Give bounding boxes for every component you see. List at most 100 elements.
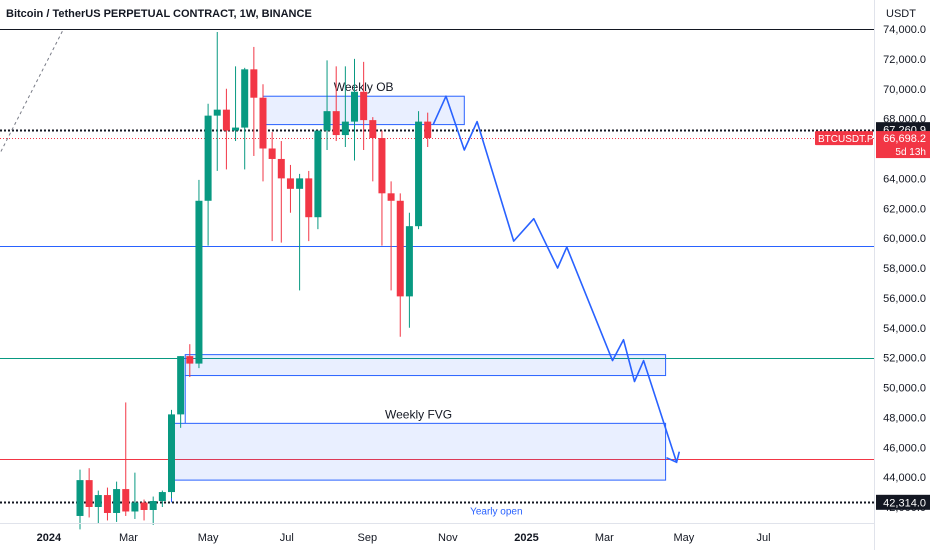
candle <box>94 490 102 524</box>
candle-body <box>103 495 111 513</box>
candle-body <box>76 480 84 516</box>
candle-body <box>204 115 212 201</box>
candle-body <box>305 178 313 218</box>
candle <box>424 112 432 148</box>
time-tick-label: Sep <box>358 532 378 544</box>
candle <box>241 67 249 170</box>
candle <box>122 402 130 516</box>
candle <box>268 132 276 242</box>
candle-body <box>360 91 368 121</box>
candle-body <box>396 200 404 297</box>
candle-body <box>424 121 432 139</box>
candle <box>296 173 304 291</box>
time-axis[interactable]: Nov2024MarMayJulSepNov2025MarMayJul <box>0 532 771 544</box>
price-tick-label: 62,000.0 <box>883 203 926 215</box>
projection-path <box>432 95 678 463</box>
price-tick-label: 56,000.0 <box>883 293 926 305</box>
price-tick-label: 72,000.0 <box>883 54 926 66</box>
candle <box>195 179 203 369</box>
candle-body <box>140 502 148 510</box>
candle <box>405 212 413 328</box>
candle-body <box>168 414 175 493</box>
time-tick-label: 2024 <box>37 532 62 544</box>
mid-zone <box>184 354 667 377</box>
candle <box>140 499 148 521</box>
price-tick-label: 60,000.0 <box>883 233 926 245</box>
candle-body <box>405 226 413 297</box>
price-tick-label: 50,000.0 <box>883 383 926 395</box>
candle <box>85 468 93 518</box>
candle-body <box>131 502 139 512</box>
candle-body <box>323 111 331 131</box>
candle-body <box>222 109 230 131</box>
candle <box>76 469 84 530</box>
weekly-fvg-zone-label: Weekly FVG <box>385 407 452 421</box>
candle-body <box>378 138 386 194</box>
candle-body <box>149 501 157 510</box>
candle-body <box>122 489 130 512</box>
candle <box>186 344 194 378</box>
price-axis[interactable]: 42,000.044,000.046,000.048,000.050,000.0… <box>883 24 926 514</box>
plot-background <box>0 0 874 550</box>
candle <box>149 496 157 525</box>
price-tag-bg <box>876 131 930 159</box>
time-tick-label: Mar <box>119 532 138 544</box>
chart-title: Bitcoin / TetherUS PERPETUAL CONTRACT, 1… <box>6 8 312 20</box>
candle <box>177 356 185 428</box>
candles <box>76 31 432 530</box>
projection-group <box>432 95 681 464</box>
candle <box>222 88 230 170</box>
candle-body <box>277 158 285 179</box>
horizontal-lines <box>0 29 874 504</box>
candle <box>168 409 175 499</box>
candle-body <box>177 356 185 415</box>
candle <box>387 181 395 291</box>
candle <box>378 130 386 246</box>
candle-body <box>314 130 322 218</box>
candle <box>158 490 166 507</box>
candle <box>103 487 111 521</box>
symbol-tag-bg <box>815 131 873 146</box>
candle <box>341 66 349 148</box>
time-tick-label: May <box>198 532 219 544</box>
candle <box>286 164 294 213</box>
price-tag-text: 42,314.0 <box>883 497 926 509</box>
currency-label[interactable]: USDT <box>886 8 916 20</box>
candle-body <box>369 120 377 139</box>
candle-body <box>268 148 276 159</box>
time-tick-label: 2025 <box>514 532 538 544</box>
candle-body <box>351 91 358 122</box>
candle-body <box>296 178 304 189</box>
candle <box>232 66 240 142</box>
candle <box>314 130 322 230</box>
time-tick-label: May <box>674 532 695 544</box>
candle-body <box>232 127 240 131</box>
time-tick-label: Mar <box>595 532 614 544</box>
candle-body <box>250 69 258 98</box>
candle <box>113 481 121 522</box>
projection-arrowhead <box>666 451 681 464</box>
candle-body <box>186 356 194 364</box>
countdown-text: 5d 13h <box>895 147 926 158</box>
time-tick-label: Jul <box>280 532 294 544</box>
price-tick-label: 70,000.0 <box>883 84 926 96</box>
candle <box>250 46 258 156</box>
price-tick-label: 58,000.0 <box>883 263 926 275</box>
price-tag-text: 66,698.2 <box>883 133 926 145</box>
candle <box>204 103 212 246</box>
price-tick-label: 74,000.0 <box>883 24 926 36</box>
price-tag-bg <box>876 494 930 510</box>
time-tick-label: Nov <box>438 532 458 544</box>
candle <box>369 117 377 182</box>
price-tick-label: 54,000.0 <box>883 323 926 335</box>
candle <box>351 58 358 161</box>
candle-body <box>213 109 221 116</box>
candle-body <box>158 492 166 502</box>
candle <box>332 66 340 142</box>
candle <box>396 193 404 337</box>
price-tick-label: 64,000.0 <box>883 173 926 185</box>
candle-body <box>332 111 340 136</box>
candle <box>131 472 139 519</box>
candle-body <box>286 178 294 189</box>
